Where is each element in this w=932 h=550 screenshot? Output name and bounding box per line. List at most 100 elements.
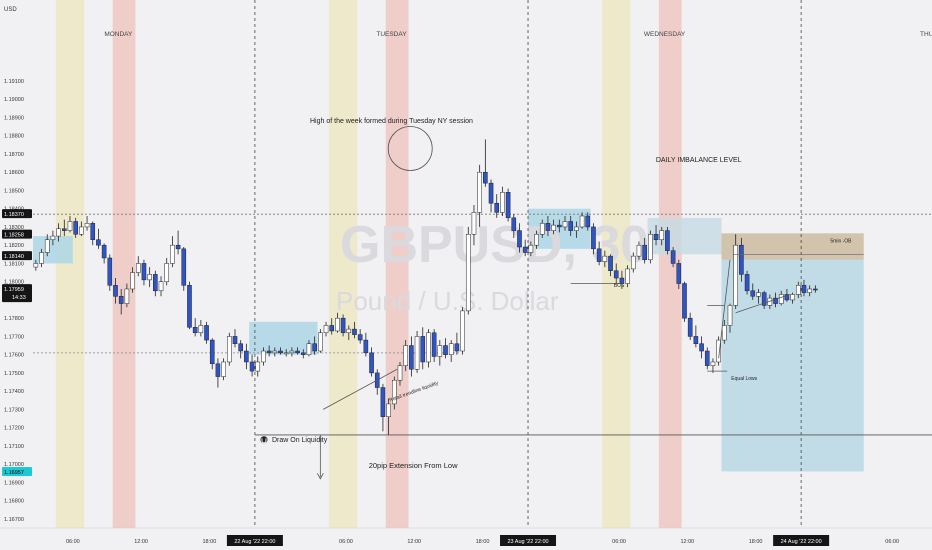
annotation: Equal Lows	[731, 376, 757, 382]
candle-body-down	[505, 192, 511, 219]
candle	[517, 223, 522, 253]
zone-box	[647, 217, 722, 255]
candle	[653, 225, 659, 246]
y-tick-label: 1.17500	[4, 371, 24, 377]
candle	[739, 237, 744, 282]
candle-body-down	[300, 352, 306, 355]
magnet-icon-shape	[261, 438, 267, 444]
candle-body-up	[448, 343, 454, 355]
candle-body-up	[471, 212, 477, 235]
candle	[574, 221, 579, 238]
candle	[346, 325, 352, 341]
candle	[670, 247, 676, 268]
drawings	[316, 126, 864, 480]
candle-body-up	[625, 268, 630, 284]
candle-body-down	[380, 387, 386, 417]
candle-body-down	[613, 270, 619, 279]
candle-body-up	[79, 226, 84, 235]
candle	[181, 247, 187, 291]
candle	[272, 347, 278, 357]
candle-body-up	[465, 233, 471, 312]
candle-body-up	[44, 239, 50, 253]
y-tick-label: 1.18700	[4, 152, 24, 158]
candle	[90, 221, 96, 246]
y-tick-label: 1.17300	[4, 407, 24, 413]
candle-body-down	[619, 277, 625, 284]
candle	[551, 219, 556, 235]
x-tick-label: 06:00	[885, 539, 899, 545]
candle	[716, 336, 721, 366]
candle	[426, 329, 431, 368]
candle-body-up	[227, 336, 232, 363]
y-tick-label: 1.17400	[4, 389, 24, 395]
candle	[386, 398, 391, 435]
candle	[534, 230, 539, 249]
candle-body-up	[500, 192, 505, 213]
candle	[289, 347, 295, 357]
candle-body-down	[642, 244, 647, 261]
candle-body-down	[699, 343, 704, 352]
candle	[795, 281, 801, 299]
y-tick-label: 1.17700	[4, 334, 24, 340]
candle	[420, 327, 426, 370]
candle	[659, 226, 665, 246]
candle	[511, 214, 517, 238]
y-tick-label: 1.17200	[4, 426, 24, 432]
candle-body-down	[340, 317, 346, 334]
y-tick-label: 1.18200	[4, 243, 24, 249]
trendline	[322, 368, 398, 410]
candle	[153, 270, 158, 297]
candle	[505, 188, 511, 222]
candle	[807, 285, 812, 297]
candle	[175, 230, 181, 255]
candle-body-up	[147, 274, 152, 281]
candle	[710, 358, 716, 373]
candle	[568, 216, 573, 237]
candle-body-down	[687, 317, 693, 337]
candle-body-up	[551, 224, 556, 231]
candle-body-up	[574, 226, 579, 231]
candle-body-up	[562, 221, 568, 228]
candle-body-down	[357, 334, 363, 341]
time-axis[interactable]: 06:00 12:00 18:00 22 Aug '22 22:00 06:00 12:0…	[0, 527, 932, 550]
candle	[625, 265, 630, 288]
candle-body-down	[665, 230, 670, 251]
candle	[187, 281, 192, 330]
candle-body-down	[107, 257, 113, 286]
price-axis[interactable]: 1.19100 1.19000 1.18900 1.18800 1.18700 1.186…	[2, 79, 32, 523]
x-tick-label: 06:00	[66, 539, 80, 545]
candle-body-up	[790, 294, 795, 301]
candle-body-down	[153, 274, 158, 292]
candle-body-up	[50, 235, 56, 240]
candle	[73, 217, 78, 238]
candle	[67, 216, 73, 233]
candle-body-down	[693, 336, 699, 344]
y-tick-label: 1.18100	[4, 261, 24, 267]
annotation: High of the week formed during Tuesday N…	[310, 118, 473, 125]
candle	[397, 361, 403, 386]
candle	[591, 223, 596, 255]
x-tick-label: 06:00	[612, 539, 626, 545]
candle	[750, 283, 756, 300]
session-band	[55, 0, 85, 528]
y-tick-label: 1.17100	[4, 444, 24, 450]
candle-body-up	[659, 230, 665, 240]
candle	[266, 345, 272, 357]
candle-body-up	[221, 361, 226, 377]
candle-body-up	[56, 228, 61, 237]
zone-box	[721, 259, 864, 472]
candle-body-down	[96, 239, 101, 246]
candle	[61, 219, 67, 237]
candle-body-down	[545, 223, 551, 231]
candle-body-down	[278, 350, 283, 354]
day-labels: MONDAY TUESDAY WEDNESDAY THURSDAY	[104, 31, 932, 38]
annotation: Draw On Liquidity	[272, 437, 328, 444]
candle-body-down	[215, 363, 221, 377]
candle-body-up	[426, 332, 431, 363]
candle	[431, 329, 437, 362]
annotation: DAILY IMBALANCE LEVEL	[656, 157, 742, 164]
candle-body-up	[255, 361, 261, 372]
candle	[682, 281, 687, 322]
candle-body-down	[363, 339, 369, 354]
